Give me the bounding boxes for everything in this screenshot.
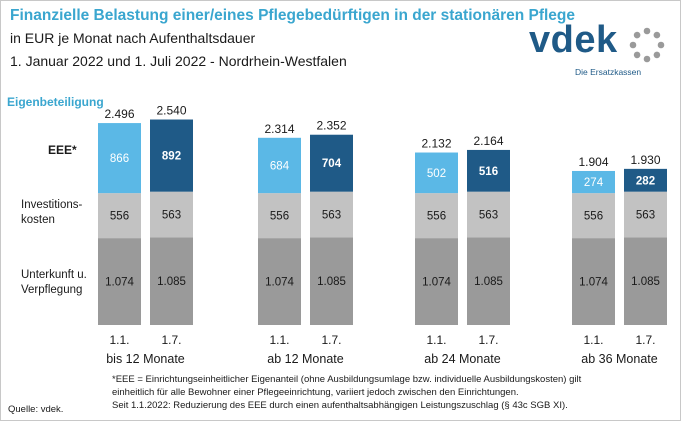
- row-label-unterkunft-line2: Verpflegung: [21, 284, 83, 296]
- footnote-line2: einheitlich für alle Bewohner einer Pfle…: [112, 387, 519, 398]
- value-label-investition-g4-b1: 556: [584, 211, 603, 223]
- value-label-eee-g1-b2: 892: [162, 151, 181, 163]
- total-label-g3-b2: 2.164: [473, 134, 503, 148]
- bar-unterkunft-g2-b2: [310, 237, 353, 325]
- row-label-eigenbeteiligung: Eigenbeteiligung: [7, 95, 104, 109]
- bar-eee-g3-b2: [467, 149, 510, 192]
- bar-investition-g2-b2: [310, 191, 353, 238]
- footnote-line1: *EEE = Einrichtungseinheitlicher Eigenan…: [112, 374, 582, 385]
- chart-subtitle-unit: in EUR je Monat nach Aufenthaltsdauer: [10, 30, 256, 46]
- value-label-eee-g4-b2: 282: [636, 175, 655, 187]
- bar-investition-g1-b2: [150, 191, 193, 238]
- date-label-g4-b2: 1.7.: [635, 333, 655, 347]
- value-label-investition-g2-b1: 556: [270, 211, 289, 223]
- footnote-line3: Seit 1.1.2022: Reduzierung des EEE durch…: [112, 400, 568, 411]
- total-label-g1-b1: 2.496: [104, 107, 134, 121]
- date-label-g1-b1: 1.1.: [109, 333, 129, 347]
- bar-unterkunft-g4-b1: [572, 238, 615, 325]
- value-label-unterkunft-g2-b2: 1.085: [317, 276, 346, 288]
- total-label-g4-b2: 1.930: [630, 153, 660, 167]
- value-label-unterkunft-g1-b2: 1.085: [157, 276, 186, 288]
- bar-investition-g3-b2: [467, 191, 510, 238]
- logo-dots-icon: [629, 27, 665, 63]
- value-label-investition-g4-b2: 563: [636, 209, 655, 221]
- logo-tagline: Die Ersatzkassen: [575, 67, 642, 77]
- bar-unterkunft-g1-b2: [150, 237, 193, 325]
- date-label-g1-b2: 1.7.: [161, 333, 181, 347]
- value-label-investition-g1-b2: 563: [162, 209, 181, 221]
- chart-subtitle-dates: 1. Januar 2022 und 1. Juli 2022 - Nordrh…: [10, 53, 347, 69]
- bar-eee-g4-b2: [624, 168, 667, 192]
- bar-eee-g1-b2: [150, 119, 193, 192]
- date-label-g4-b1: 1.1.: [583, 333, 603, 347]
- value-label-eee-g2-b2: 704: [322, 158, 342, 170]
- bar-investition-g1-b1: [98, 193, 141, 239]
- value-label-eee-g2-b1: 684: [270, 160, 290, 172]
- value-label-unterkunft-g4-b1: 1.074: [579, 277, 608, 289]
- value-label-investition-g3-b2: 563: [479, 209, 498, 221]
- bar-investition-g4-b2: [624, 191, 667, 238]
- date-label-g2-b2: 1.7.: [321, 333, 341, 347]
- bar-investition-g2-b1: [258, 193, 301, 239]
- bar-unterkunft-g2-b1: [258, 238, 301, 325]
- vdek-logo: vdek Die Ersatzkassen: [529, 19, 669, 81]
- total-label-g4-b1: 1.904: [578, 155, 608, 169]
- group-label-g1: bis 12 Monate: [106, 352, 185, 366]
- row-label-investition-line1: Investitions-: [21, 199, 83, 211]
- total-label-g3-b1: 2.132: [421, 137, 451, 151]
- date-label-g3-b2: 1.7.: [478, 333, 498, 347]
- bar-eee-g2-b2: [310, 134, 353, 192]
- bar-eee-g3-b1: [415, 152, 458, 194]
- group-label-g2: ab 12 Monate: [267, 352, 343, 366]
- value-label-eee-g3-b1: 502: [427, 168, 446, 180]
- row-label-unterkunft-line1: Unterkunft u.: [21, 269, 87, 281]
- value-label-investition-g2-b2: 563: [322, 209, 341, 221]
- value-label-unterkunft-g4-b2: 1.085: [631, 276, 660, 288]
- value-label-unterkunft-g1-b1: 1.074: [105, 277, 134, 289]
- total-label-g2-b2: 2.352: [316, 119, 346, 133]
- value-label-unterkunft-g3-b2: 1.085: [474, 276, 503, 288]
- stacked-bar-chart: 1.074 556 866 2.496 1.1. 1.085 563 892 2.540 1.7.…: [98, 104, 667, 366]
- chart-title: Finanzielle Belastung einer/eines Pflege…: [10, 7, 576, 24]
- value-label-eee-g3-b2: 516: [479, 166, 498, 178]
- date-label-g3-b1: 1.1.: [426, 333, 446, 347]
- total-label-g1-b2: 2.540: [156, 104, 186, 118]
- source-note: Quelle: vdek.: [8, 404, 64, 415]
- bar-unterkunft-g3-b2: [467, 237, 510, 325]
- bar-eee-g4-b1: [572, 170, 615, 194]
- logo-wordmark: vdek: [529, 19, 618, 61]
- date-label-g2-b1: 1.1.: [269, 333, 289, 347]
- value-label-eee-g4-b1: 274: [584, 177, 604, 189]
- bar-eee-g1-b1: [98, 123, 141, 194]
- value-label-unterkunft-g3-b1: 1.074: [422, 277, 451, 289]
- row-label-eee: EEE*: [48, 143, 77, 157]
- total-label-g2-b1: 2.314: [264, 122, 294, 136]
- value-label-eee-g1-b1: 866: [110, 153, 129, 165]
- group-label-g4: ab 36 Monate: [581, 352, 657, 366]
- bar-unterkunft-g3-b1: [415, 238, 458, 325]
- group-label-g3: ab 24 Monate: [424, 352, 500, 366]
- bar-unterkunft-g4-b2: [624, 237, 667, 325]
- bar-eee-g2-b1: [258, 137, 301, 194]
- bar-investition-g4-b1: [572, 193, 615, 239]
- value-label-investition-g1-b1: 556: [110, 211, 129, 223]
- row-label-investition-line2: kosten: [21, 214, 55, 226]
- value-label-unterkunft-g2-b1: 1.074: [265, 277, 294, 289]
- bar-investition-g3-b1: [415, 193, 458, 239]
- bar-unterkunft-g1-b1: [98, 238, 141, 325]
- value-label-investition-g3-b1: 556: [427, 211, 446, 223]
